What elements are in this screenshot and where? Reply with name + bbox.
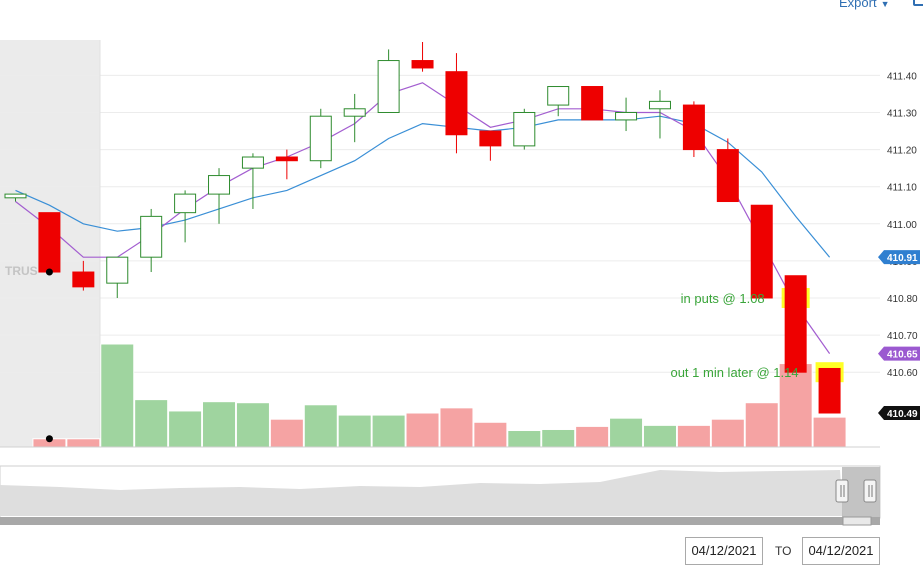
candle-body[interactable]: [309, 115, 332, 162]
volume-bar: [405, 412, 440, 448]
volume-bar: [541, 428, 576, 448]
volume-bar: [812, 416, 847, 448]
y-tick-label: 411.40: [887, 71, 917, 82]
signal-dot: [45, 435, 53, 443]
y-tick-label: 411.30: [887, 108, 917, 119]
trade-annotation: out 1 min later @ 1.14: [670, 365, 798, 380]
candle-body[interactable]: [38, 212, 61, 273]
signal-markers: [45, 268, 53, 443]
price-badge-shape: [878, 250, 920, 265]
y-tick-label: 410.80: [887, 294, 918, 305]
trade-annotation: in puts @ 1.08: [681, 291, 765, 306]
volume-bar: [473, 421, 508, 448]
volume-bar: [100, 343, 135, 448]
y-tick-label: 410.60: [887, 368, 918, 379]
candlesticks[interactable]: [4, 42, 841, 414]
volume-bar: [609, 417, 644, 448]
volume-bar: [371, 414, 406, 448]
volume-bar: [507, 430, 542, 448]
candle-body[interactable]: [445, 71, 468, 136]
candle-body[interactable]: [275, 156, 298, 162]
candle-body[interactable]: [241, 156, 264, 169]
price-badge-label: 410.65: [887, 350, 918, 361]
grid-lines: [0, 40, 880, 447]
price-badge: 410.65: [878, 346, 920, 361]
candle-body[interactable]: [411, 60, 434, 69]
candle-body[interactable]: [818, 367, 841, 414]
price-badge-label: 410.91: [887, 253, 918, 264]
price-badge: 410.49: [878, 406, 920, 420]
candle-body[interactable]: [140, 215, 163, 258]
candle-body[interactable]: [343, 108, 366, 117]
window-icon[interactable]: [913, 0, 923, 6]
start-date-input[interactable]: 04/12/2021: [685, 537, 763, 565]
export-menu[interactable]: Export ▼: [839, 0, 890, 10]
volume-bar: [168, 410, 203, 448]
volume-bars: [0, 343, 880, 448]
volume-bar: [575, 425, 610, 448]
candle-body[interactable]: [716, 149, 739, 203]
candle-body[interactable]: [72, 271, 95, 288]
volume-bar: [710, 418, 745, 448]
candle-body[interactable]: [581, 86, 604, 121]
y-tick-label: 411.00: [887, 220, 917, 231]
export-label: Export: [839, 0, 877, 10]
volume-bar: [202, 401, 237, 448]
volume-bar: [303, 404, 338, 448]
watermark-text: TRUS: [5, 264, 38, 278]
navigator-area: [0, 470, 843, 516]
volume-bar: [134, 399, 169, 448]
candle-body[interactable]: [208, 175, 231, 195]
date-range-separator: TO: [775, 544, 792, 558]
scrollbar-track[interactable]: [0, 517, 880, 525]
volume-bar: [439, 407, 474, 448]
candle-body[interactable]: [615, 111, 638, 121]
price-badge-shape: [878, 406, 920, 420]
y-axis: 411.40411.30411.20411.10411.00410.90410.…: [887, 71, 918, 379]
signal-dot: [45, 268, 53, 276]
candle-body[interactable]: [750, 204, 773, 299]
volume-bar: [269, 418, 304, 448]
candle-body[interactable]: [513, 111, 536, 147]
candle-body[interactable]: [174, 193, 197, 214]
volume-bar: [778, 363, 813, 448]
navigator-left-handle[interactable]: [835, 479, 849, 503]
price-badges: 410.91 410.65 410.49: [878, 250, 920, 420]
y-tick-label: 411.20: [887, 146, 917, 157]
price-badge-label: 410.49: [887, 409, 918, 420]
trade-annotations: in puts @ 1.08 out 1 min later @ 1.14: [670, 291, 798, 380]
chevron-down-icon: ▼: [880, 0, 890, 9]
candle-body[interactable]: [4, 193, 27, 199]
navigator-right-handle[interactable]: [863, 479, 877, 503]
moving-averages: [15, 82, 831, 354]
price-badge: 410.91: [878, 250, 920, 265]
price-badge-shape: [878, 346, 920, 361]
volume-bar: [642, 424, 677, 448]
volume-bar: [66, 438, 101, 448]
volume-bar: [676, 424, 711, 448]
candle-body[interactable]: [547, 86, 570, 106]
candle-body[interactable]: [377, 60, 400, 113]
candle-body[interactable]: [648, 100, 671, 110]
candle-body[interactable]: [682, 104, 705, 151]
candle-body[interactable]: [784, 275, 807, 373]
y-tick-label: 410.70: [887, 331, 918, 342]
candle-body[interactable]: [479, 130, 502, 147]
volume-bar: [235, 402, 270, 448]
end-date-input[interactable]: 04/12/2021: [802, 537, 880, 565]
candle-body[interactable]: [106, 256, 129, 284]
volume-bar: [337, 414, 372, 448]
y-tick-label: 411.10: [887, 183, 917, 194]
volume-bar: [744, 402, 779, 448]
scrollbar-thumb[interactable]: [842, 516, 872, 526]
